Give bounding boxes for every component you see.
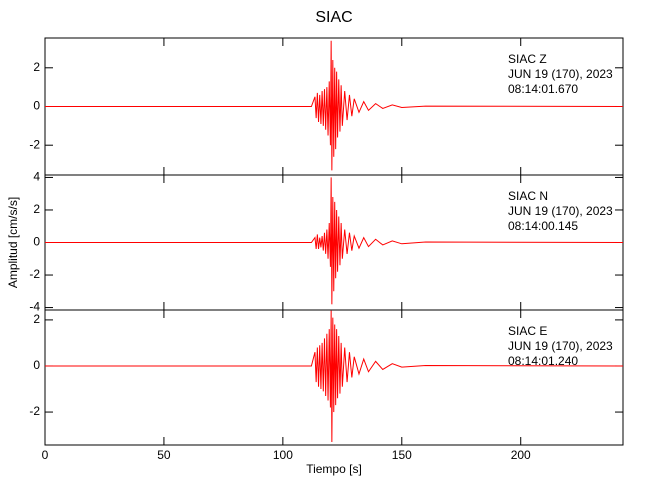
y-tick-label: -4 <box>29 300 40 314</box>
trace-annotation: SIAC Z <box>508 52 547 66</box>
y-tick-label: 0 <box>33 358 40 372</box>
y-tick-label: -2 <box>29 404 40 418</box>
trace-annotation: 08:14:01.670 <box>508 82 578 96</box>
x-tick-label: 50 <box>157 448 171 462</box>
trace-annotation: JUN 19 (170), 2023 <box>508 339 613 353</box>
x-tick-label: 0 <box>42 448 49 462</box>
trace-annotation: 08:14:00.145 <box>508 219 578 233</box>
waveform <box>45 310 624 443</box>
x-tick-label: 150 <box>392 448 412 462</box>
waveform <box>45 177 624 305</box>
y-tick-label: 2 <box>33 202 40 216</box>
trace-annotation: 08:14:01.240 <box>508 354 578 368</box>
y-tick-label: 4 <box>33 170 40 184</box>
x-axis-label: Tiempo [s] <box>306 462 362 476</box>
panel-frame <box>44 309 624 446</box>
trace-annotation: JUN 19 (170), 2023 <box>508 204 613 218</box>
y-tick-label: 2 <box>33 312 40 326</box>
waveform <box>45 40 624 171</box>
chart-title: SIAC <box>315 9 352 26</box>
trace-annotation: SIAC N <box>508 189 548 203</box>
x-tick-label: 100 <box>273 448 293 462</box>
y-tick-label: -2 <box>29 267 40 281</box>
y-axis-label: Amplitud [cm/s/s] <box>6 197 20 288</box>
y-tick-label: 0 <box>33 235 40 249</box>
y-tick-label: -2 <box>29 137 40 151</box>
trace-annotation: JUN 19 (170), 2023 <box>508 67 613 81</box>
x-tick-label: 200 <box>511 448 531 462</box>
trace-annotation: SIAC E <box>508 324 547 338</box>
y-tick-label: 0 <box>33 99 40 113</box>
y-tick-label: 2 <box>33 60 40 74</box>
